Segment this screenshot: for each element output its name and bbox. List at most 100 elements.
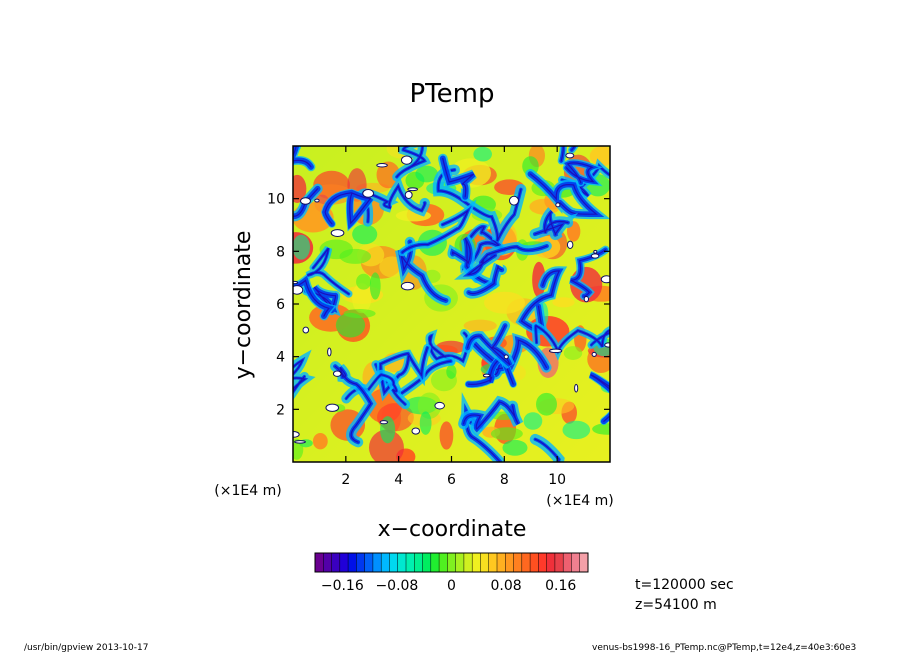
y-tick-label: 8 [276, 244, 285, 260]
y-tick-label: 2 [276, 402, 285, 418]
out-of-range-spot [300, 197, 311, 205]
colorbar-swatch [389, 553, 399, 572]
colorbar-swatch [480, 553, 490, 572]
cool-patch [419, 411, 432, 435]
colorbar-swatch [463, 553, 473, 572]
cold-lane-core [324, 192, 372, 225]
cold-lane [294, 146, 299, 149]
out-of-range-spot [327, 347, 332, 357]
cool-patch [356, 273, 372, 290]
cold-lane-core [307, 247, 350, 295]
cool-patch [523, 412, 543, 430]
cool-patch [592, 423, 610, 435]
out-of-range-spot [314, 198, 320, 203]
cold-lane-core [467, 325, 511, 366]
cold-lane-core [296, 146, 298, 148]
cold-lane-core [561, 164, 610, 197]
colorbar-swatch [505, 553, 514, 572]
colorbar-swatch [364, 553, 374, 572]
warm-cell [484, 291, 526, 314]
x-unit-label-2: (×1E4 m) [546, 493, 613, 509]
time-annotation: t=120000 sec [635, 577, 734, 593]
warm-cell [552, 297, 575, 308]
out-of-range-spot [600, 275, 610, 284]
y-tick-label: 6 [276, 297, 285, 313]
colorbar-swatch [356, 553, 365, 572]
colorbar-swatch [381, 553, 390, 572]
cool-patch [446, 364, 457, 379]
cool-patch [502, 439, 528, 456]
cold-lane-core [401, 209, 470, 253]
cold-lane-core [570, 249, 607, 297]
out-of-range-spot [604, 342, 610, 348]
colorbar-swatch [422, 553, 432, 572]
colorbar-swatch [497, 553, 506, 572]
colorbar-frame [314, 552, 589, 573]
x-unit-label: (×1E4 m) [214, 483, 281, 499]
y-axis-label: y−coordinate [231, 231, 256, 380]
out-of-range-spot [293, 285, 304, 295]
out-of-range-spot [400, 155, 413, 165]
cold-lane-core [334, 365, 372, 443]
out-of-range-spot [325, 403, 340, 412]
x-axis-ticks: 2 4 6 8 10 [341, 146, 566, 488]
warm-cell [376, 161, 401, 189]
out-of-range-spot [400, 281, 415, 291]
out-of-range-spot [332, 370, 342, 377]
colorbar-swatch [571, 553, 581, 572]
colorbar-swatch [339, 553, 349, 572]
colorbar-tick-labels: −0.16 −0.08 0 0.08 0.16 [321, 578, 577, 594]
out-of-range-spot [548, 348, 563, 354]
colorbar-swatch [530, 553, 539, 572]
colorbar-tick-label: 0.16 [545, 578, 576, 594]
x-tick-label: 10 [548, 472, 566, 488]
cool-patch [490, 427, 523, 441]
cool-patch [335, 312, 366, 338]
footer-program-date: /usr/bin/gpview 2013-10-17 [24, 643, 149, 653]
cold-lane-core [380, 347, 428, 394]
out-of-range-spot [302, 326, 310, 334]
colorbar-swatch [397, 553, 407, 572]
cool-patch [293, 438, 304, 460]
cool-patch [536, 392, 557, 416]
footer-source-file: venus-bs1998-16_PTemp.nc@PTemp,t=12e4,z=… [592, 643, 857, 653]
colorbar-swatch [546, 553, 556, 572]
y-tick-label: 4 [276, 350, 285, 366]
out-of-range-spot [407, 187, 419, 192]
colorbar [314, 552, 589, 573]
warm-cell [368, 429, 404, 462]
colorbar-tick-label: −0.08 [375, 578, 418, 594]
cold-lane-core [463, 401, 519, 430]
cool-patch [369, 272, 381, 300]
cold-lane-core [535, 325, 610, 353]
colorbar-swatch [439, 553, 448, 572]
colorbar-swatch [455, 553, 465, 572]
height-annotation: z=54100 m [635, 597, 717, 613]
out-of-range-spot [379, 420, 389, 425]
colorbar-swatch [554, 553, 564, 572]
warm-cell [589, 146, 610, 167]
cold-lane-core [293, 146, 312, 168]
out-of-range-spot [574, 383, 579, 393]
colorbar-swatch [372, 553, 382, 572]
colorbar-swatch [472, 553, 481, 572]
colorbar-tick-label: 0 [447, 578, 456, 594]
cold-lane-core [437, 169, 522, 242]
cool-patch [339, 248, 372, 264]
colorbar-swatch [563, 553, 572, 572]
colorbar-swatch [406, 553, 415, 572]
out-of-range-spot [508, 195, 519, 206]
cold-lane-core [534, 210, 569, 236]
cool-patch [473, 146, 492, 162]
out-of-range-spot [583, 296, 590, 303]
cold-lane-core [442, 157, 475, 198]
colorbar-swatch [315, 553, 324, 572]
out-of-range-spot [294, 440, 306, 444]
out-of-range-spot [482, 373, 491, 378]
cold-lane-core [375, 360, 452, 394]
out-of-range-spot [434, 401, 445, 410]
colorbar-swatch [414, 553, 423, 572]
colorbar-swatch [430, 553, 440, 572]
cool-patch [293, 234, 311, 260]
